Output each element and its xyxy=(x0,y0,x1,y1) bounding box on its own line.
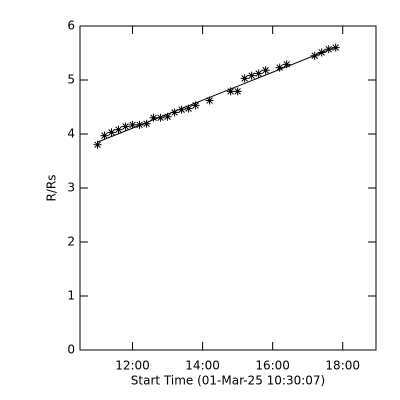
x-tick-label: 14:00 xyxy=(185,359,220,373)
point xyxy=(191,101,200,110)
point xyxy=(226,87,235,96)
point xyxy=(317,48,326,57)
y-tick-label: 4 xyxy=(67,127,75,141)
plot-frame xyxy=(79,25,377,351)
y-tick-label: 0 xyxy=(67,343,75,357)
point xyxy=(240,74,249,83)
point xyxy=(310,51,319,60)
point xyxy=(93,140,102,149)
point xyxy=(275,63,284,72)
y-tick-label: 6 xyxy=(67,19,75,33)
x-axis-label: Start Time (01-Mar-25 10:30:07) xyxy=(131,374,325,388)
point xyxy=(128,120,137,129)
fit-line xyxy=(97,46,336,143)
point xyxy=(107,128,116,137)
point xyxy=(156,113,165,122)
point xyxy=(331,43,340,52)
point xyxy=(163,112,172,121)
point xyxy=(177,105,186,114)
y-tick-label: 1 xyxy=(67,289,75,303)
point xyxy=(184,104,193,113)
point xyxy=(282,60,291,69)
x-tick-label: 12:00 xyxy=(115,359,150,373)
x-tick-label: 16:00 xyxy=(255,359,290,373)
y-tick-label: 3 xyxy=(67,181,75,195)
point xyxy=(114,125,123,134)
point xyxy=(100,131,109,140)
point xyxy=(149,113,158,122)
point xyxy=(121,122,130,131)
point xyxy=(170,108,179,117)
point xyxy=(205,96,214,105)
x-tick-label: 18:00 xyxy=(325,359,360,373)
point xyxy=(247,71,256,80)
point xyxy=(254,69,263,78)
point xyxy=(142,119,151,128)
y-tick-label: 2 xyxy=(67,235,75,249)
point xyxy=(233,87,242,96)
point xyxy=(261,66,270,75)
y-axis-label: R/Rs xyxy=(45,175,59,202)
y-tick-label: 5 xyxy=(67,73,75,87)
point xyxy=(324,45,333,54)
point xyxy=(135,120,144,129)
